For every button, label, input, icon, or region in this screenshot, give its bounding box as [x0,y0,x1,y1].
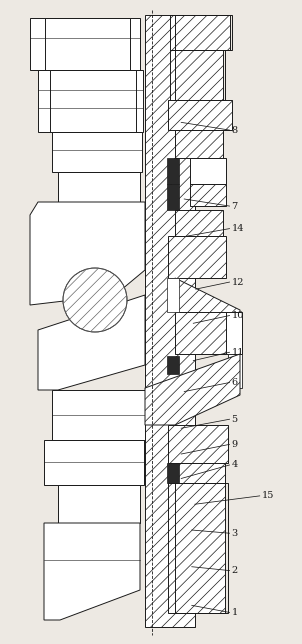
Text: 5: 5 [232,415,238,424]
Bar [175,130,223,158]
Text: 4: 4 [232,460,238,469]
Bar [30,18,140,70]
Bar [45,18,130,70]
Bar [52,132,142,172]
Bar [170,50,225,100]
Text: 2: 2 [232,566,238,575]
Text: 8: 8 [232,126,238,135]
Bar [190,184,226,206]
Bar [170,15,232,50]
Circle shape [63,268,127,332]
Polygon shape [145,354,240,425]
Bar [190,158,226,184]
Text: 10: 10 [232,311,244,320]
Bar [175,463,225,483]
Polygon shape [38,295,145,390]
Bar [52,390,145,440]
Text: 6: 6 [232,378,238,387]
Bar [228,354,242,388]
Bar [168,100,232,130]
Bar [175,483,225,613]
Polygon shape [175,278,240,330]
Bar [38,70,143,132]
Text: 9: 9 [232,440,238,449]
Bar [168,483,228,613]
Text: 15: 15 [262,491,274,500]
Bar [175,15,230,50]
Text: 14: 14 [232,224,244,233]
Bar [175,50,223,100]
Bar [58,172,140,202]
Text: 7: 7 [232,202,238,211]
Text: 1: 1 [232,608,238,617]
Bar [175,210,223,236]
Bar [168,236,226,278]
Text: 12: 12 [232,278,244,287]
Polygon shape [44,523,140,620]
Bar [175,312,227,354]
Bar [167,184,179,210]
Bar [167,463,179,483]
Bar [167,278,179,312]
Bar [167,356,179,374]
Bar [226,312,242,354]
Bar [145,15,195,627]
Bar [168,425,228,463]
Polygon shape [30,202,145,305]
Text: 11: 11 [232,348,244,357]
Bar [50,70,136,132]
Bar [58,485,140,523]
Text: 3: 3 [232,529,238,538]
Bar [44,440,144,485]
Bar [167,158,179,184]
